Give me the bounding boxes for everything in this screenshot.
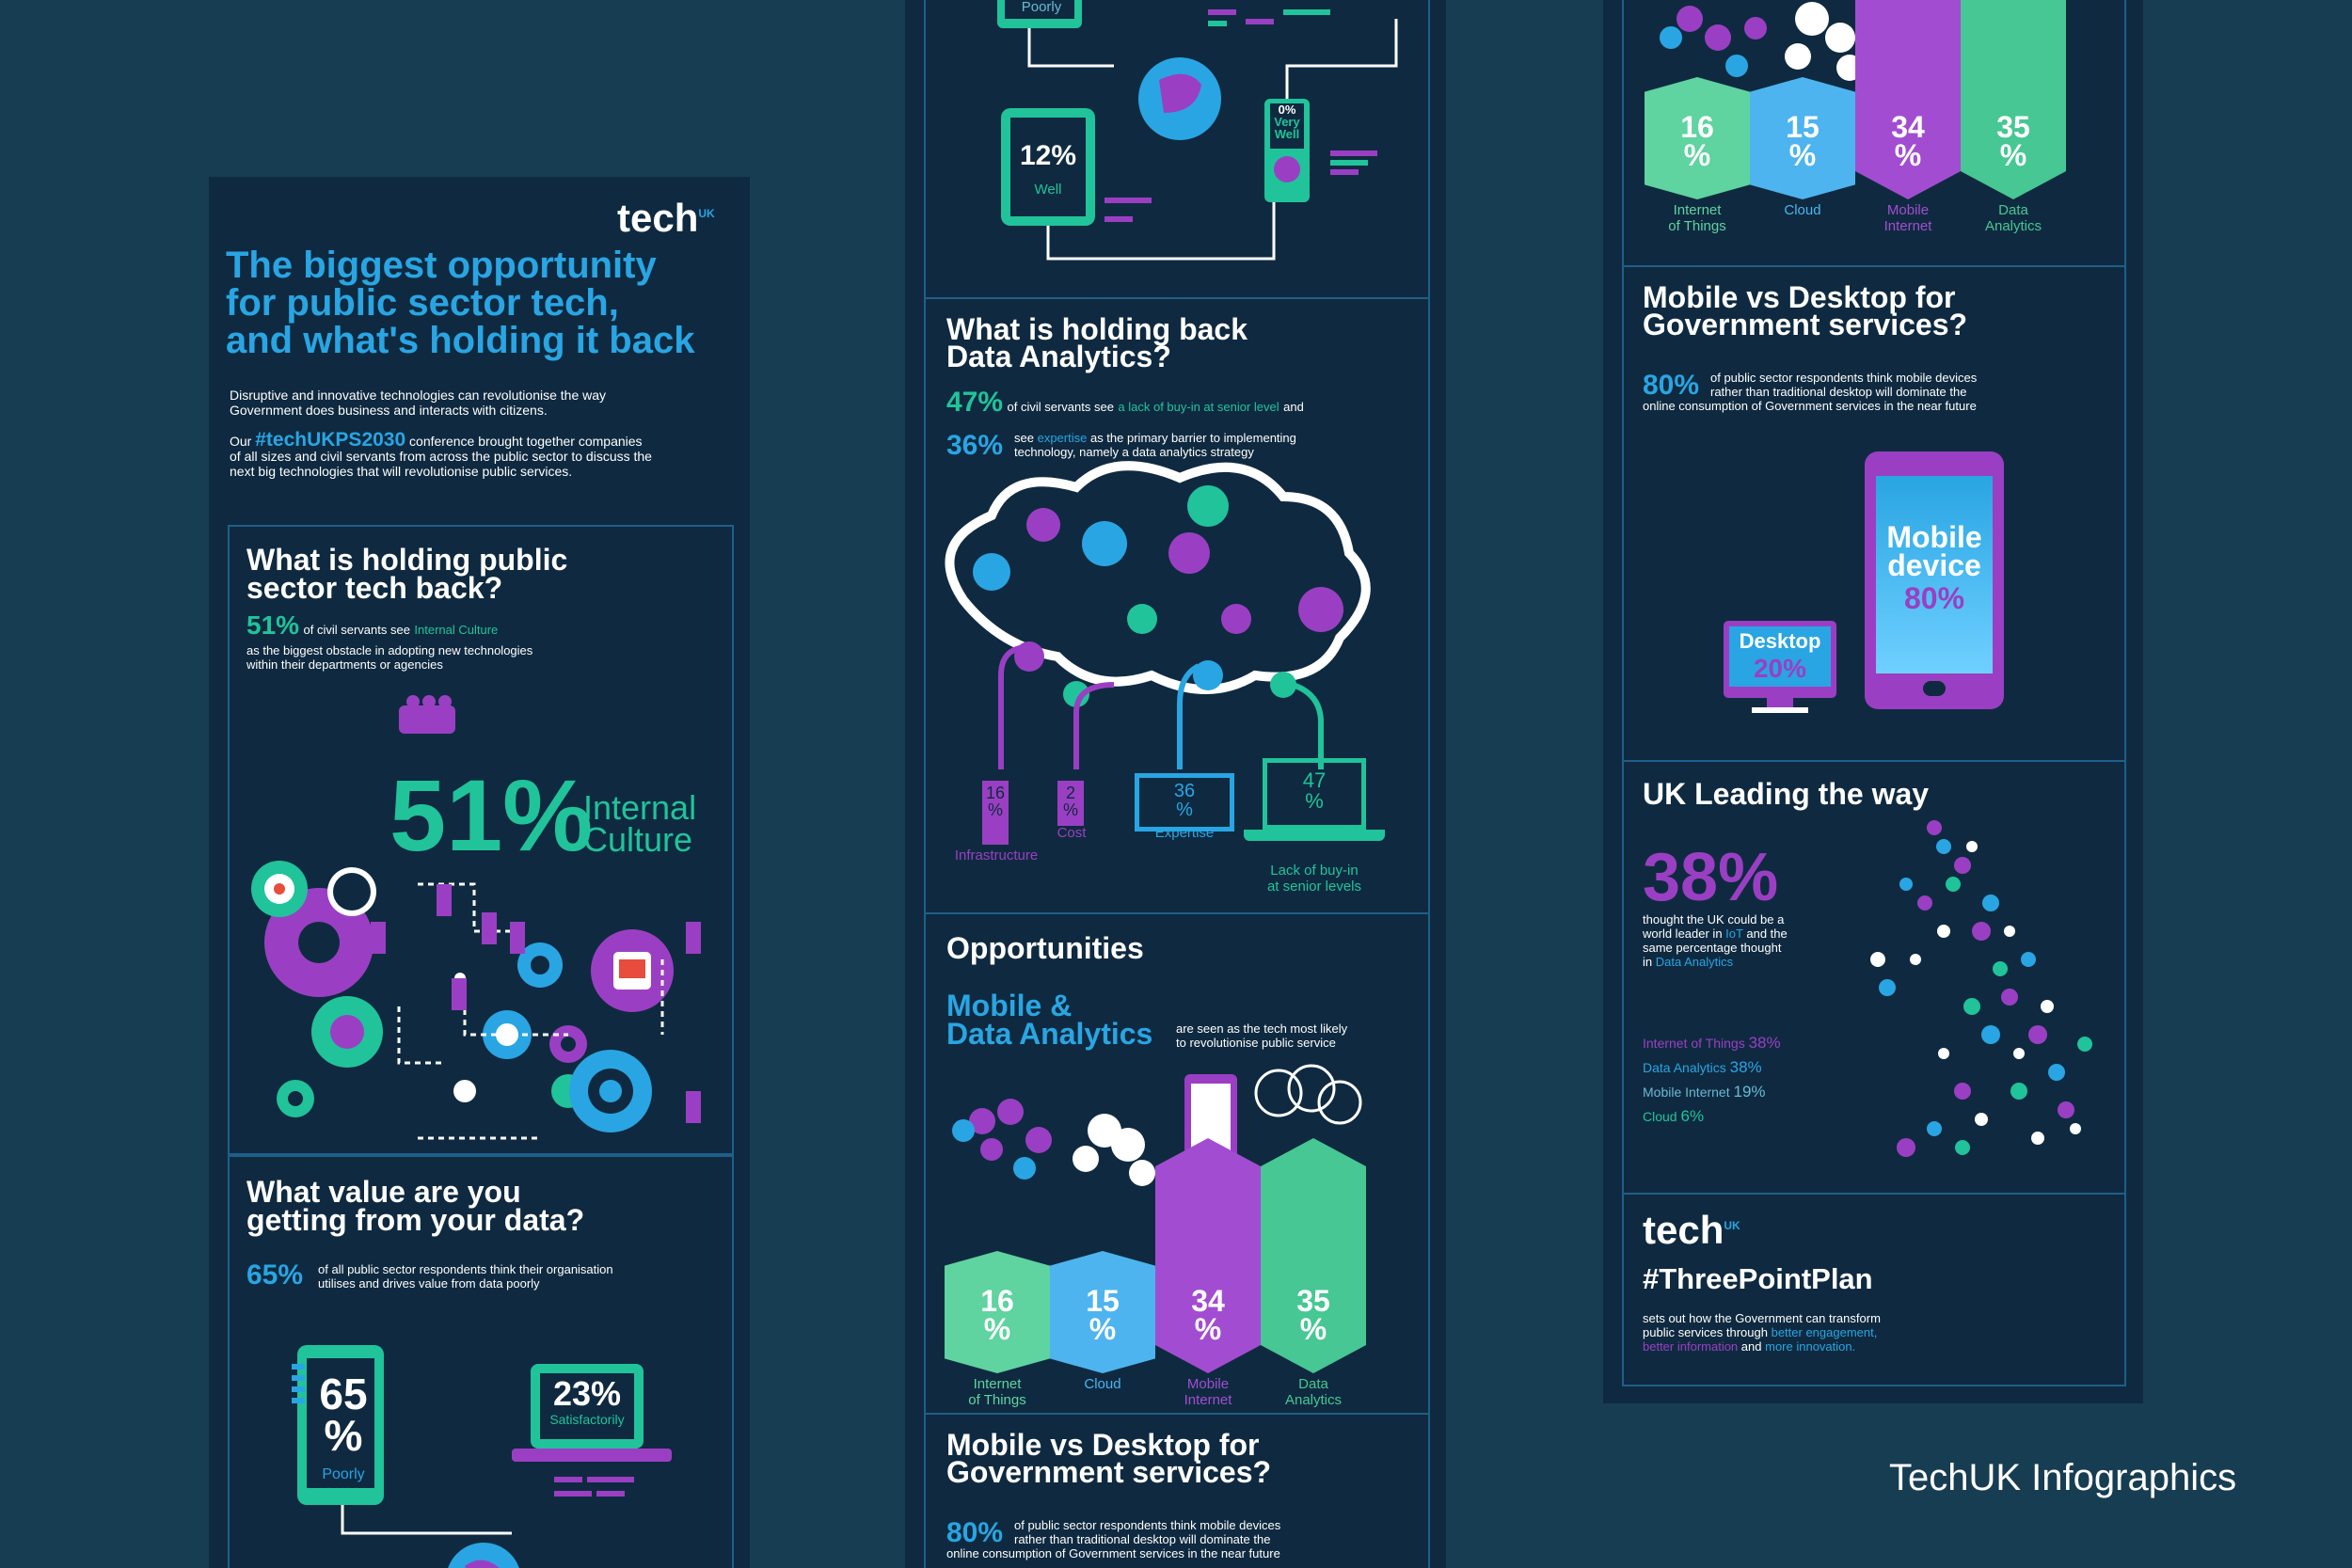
stat-80-text: of public sector respondents think mobil… [1710, 371, 1978, 399]
opportunity-block: 16% [945, 1251, 1050, 1373]
section-title: Opportunities [946, 931, 1144, 965]
tablet-value: 23% [552, 1374, 622, 1413]
section-data-value: What value are you getting from your data… [228, 1155, 734, 1568]
opportunity-block: 35% [1961, 0, 2066, 199]
phone-label: Poorly [322, 1466, 365, 1482]
tablet-label: Well [1034, 182, 1062, 198]
top-label: Poorly [1021, 0, 1062, 15]
opportunity-label: Mobile Internet [1184, 1376, 1232, 1408]
opportunity-block: 35% [1261, 1138, 1366, 1373]
opportunity-label: Cloud [1084, 1376, 1121, 1392]
section-three-point-plan: techUK #ThreePointPlan sets out how the … [1622, 1193, 2126, 1386]
stat-65: 65% [246, 1259, 304, 1291]
stat-80: 80% [946, 1517, 1004, 1548]
infographic-panel-left: techUK The biggest opportunity for publi… [209, 177, 750, 1568]
opportunity-label: Data Analytics [1984, 202, 2042, 234]
stat-36-text: see expertise as the primary barrier to … [1014, 431, 1296, 459]
section-opportunities: Opportunities Mobile & Data Analytics are… [924, 912, 1430, 1415]
section-devices-continued: Poorly 12% Well 0% Very Well [924, 0, 1430, 299]
techuk-logo: techUK [617, 196, 715, 240]
mobile-percent: 80% [1903, 581, 1965, 615]
opportunity-block: 15% [1750, 77, 1855, 199]
brain-illustration [945, 461, 1371, 769]
infographic-panel-middle: Poorly 12% Well 0% Very Well What is holdi… [905, 0, 1446, 1568]
section-title: What value are you getting from your data… [246, 1175, 585, 1237]
opportunity-label: Cloud [1784, 202, 1821, 218]
devices-illustration [997, 0, 1398, 261]
section-mobile-vs-desktop: Mobile vs Desktop for Government services… [924, 1413, 1430, 1568]
opportunity-block: 16% [1645, 77, 1750, 199]
stat-80: 80% [1643, 370, 1700, 401]
list-item: Cloud 6% [1643, 1107, 1705, 1125]
tablet-value: 12% [1019, 140, 1077, 171]
stat-38-text: thought the UK could be a world leader i… [1643, 912, 1788, 969]
section-title: Mobile vs Desktop for Government services… [946, 1428, 1272, 1489]
opportunity-block: 34% [1855, 0, 1961, 199]
stat-51-text: as the biggest obstacle in adopting new … [246, 643, 533, 672]
desktop-graphic: Desktop 20% [1724, 621, 1836, 713]
laptop-base [1244, 830, 1385, 841]
list-item: Mobile Internet 19% [1643, 1083, 1766, 1101]
bar-expertise: 36% [1135, 773, 1234, 832]
stat-36: 36% [946, 430, 1004, 461]
opportunity-label: Mobile Internet [1883, 202, 1932, 234]
section-holding-back: What is holding public sector tech back? … [228, 525, 734, 1155]
section-title: What is holding back Data Analytics? [946, 312, 1248, 373]
gears-illustration [251, 695, 701, 1140]
techuk-logo: techUK [1643, 1208, 1740, 1252]
section-mobile-vs-desktop: Mobile vs Desktop for Government services… [1622, 265, 2126, 762]
stat-51: 51% of civil servants see Internal Cultu… [246, 610, 499, 640]
section-opportunities-continued: 16% Internet of Things 15% Cloud 34% Mobile Int… [1622, 0, 2126, 267]
opportunity-block: 15% [1050, 1251, 1155, 1373]
stat-list: Internet of Things 38% Data Analytics 38… [1643, 1031, 1781, 1129]
stat-47: 47% of civil servants see a lack of buy-… [946, 387, 1304, 418]
bar-label: Expertise [1154, 825, 1215, 841]
tablet-label: Satisfactorily [549, 1412, 625, 1427]
page-title: The biggest opportunity for public secto… [226, 245, 695, 361]
device-value: 0% Very Well [1274, 103, 1300, 141]
bar-label: Cost [1057, 825, 1087, 841]
bar-lack-of-buy-in: 47% [1263, 758, 1366, 830]
mobile-device-graphic: Mobile device 80% [1865, 451, 2004, 709]
bar-label: Infrastructure [954, 847, 1039, 863]
stat-65-text: of all public sector respondents think t… [318, 1262, 613, 1291]
plan-text: sets out how the Government can transfor… [1643, 1311, 1881, 1354]
devices-illustration [292, 1345, 672, 1568]
opportunity-label: Internet of Things [968, 1376, 1026, 1408]
opportunity-label: Internet of Things [1668, 202, 1726, 234]
big-label: Internal Culture [583, 788, 697, 859]
image-caption: TechUK Infographics [1889, 1457, 2237, 1498]
opportunity-block: 34% [1155, 1138, 1261, 1373]
big-percentage: 51% [389, 758, 594, 872]
opportunity-blocks: 16% Internet of Things 15% Cloud 34% Mobile Int… [1645, 0, 2115, 256]
opportunities-subtitle: Mobile & Data Analytics [946, 989, 1153, 1051]
desktop-percent: 20% [1753, 654, 1807, 683]
stat-38: 38% [1643, 840, 1779, 915]
opportunities-text: are seen as the tech most likely to revol… [1176, 1022, 1348, 1050]
intro-text: Disruptive and innovative technologies c… [230, 388, 607, 418]
list-item: Data Analytics 38% [1643, 1058, 1762, 1076]
stat-80-text: of public sector respondents think mobil… [1014, 1518, 1281, 1546]
opportunity-blocks: 16% Internet of Things 15% Cloud 34% Mobile Int… [945, 1138, 1415, 1411]
infographic-panel-right: 16% Internet of Things 15% Cloud 34% Mobile Int… [1603, 0, 2143, 1403]
bar-label: Lack of buy-in at senior levels [1266, 863, 1362, 895]
section-title: UK Leading the way [1643, 777, 1930, 811]
section-uk-leading: UK Leading the way 38% thought the UK co… [1622, 760, 2126, 1195]
section-title: What is holding public sector tech back? [246, 543, 568, 605]
bar-cost: 2% [1057, 781, 1084, 826]
bar-infrastructure: 16% [982, 781, 1009, 845]
section-data-analytics: What is holding back Data Analytics? 47% … [924, 297, 1430, 914]
stat-80-text: online consumption of Government service… [946, 1546, 1280, 1560]
stat-80-text: online consumption of Government service… [1643, 399, 1977, 413]
opportunity-label: Data Analytics [1284, 1376, 1343, 1408]
phone-value: 65% [319, 1370, 368, 1460]
plan-title: #ThreePointPlan [1643, 1262, 1873, 1295]
list-item: Internet of Things 38% [1643, 1034, 1781, 1052]
conference-text: Our #techUKPS2030 conference brought tog… [230, 429, 652, 479]
uk-map-illustration [1870, 820, 2092, 1157]
opportunities-illustration [1660, 2, 1863, 81]
section-title: Mobile vs Desktop for Government services… [1643, 280, 1968, 341]
